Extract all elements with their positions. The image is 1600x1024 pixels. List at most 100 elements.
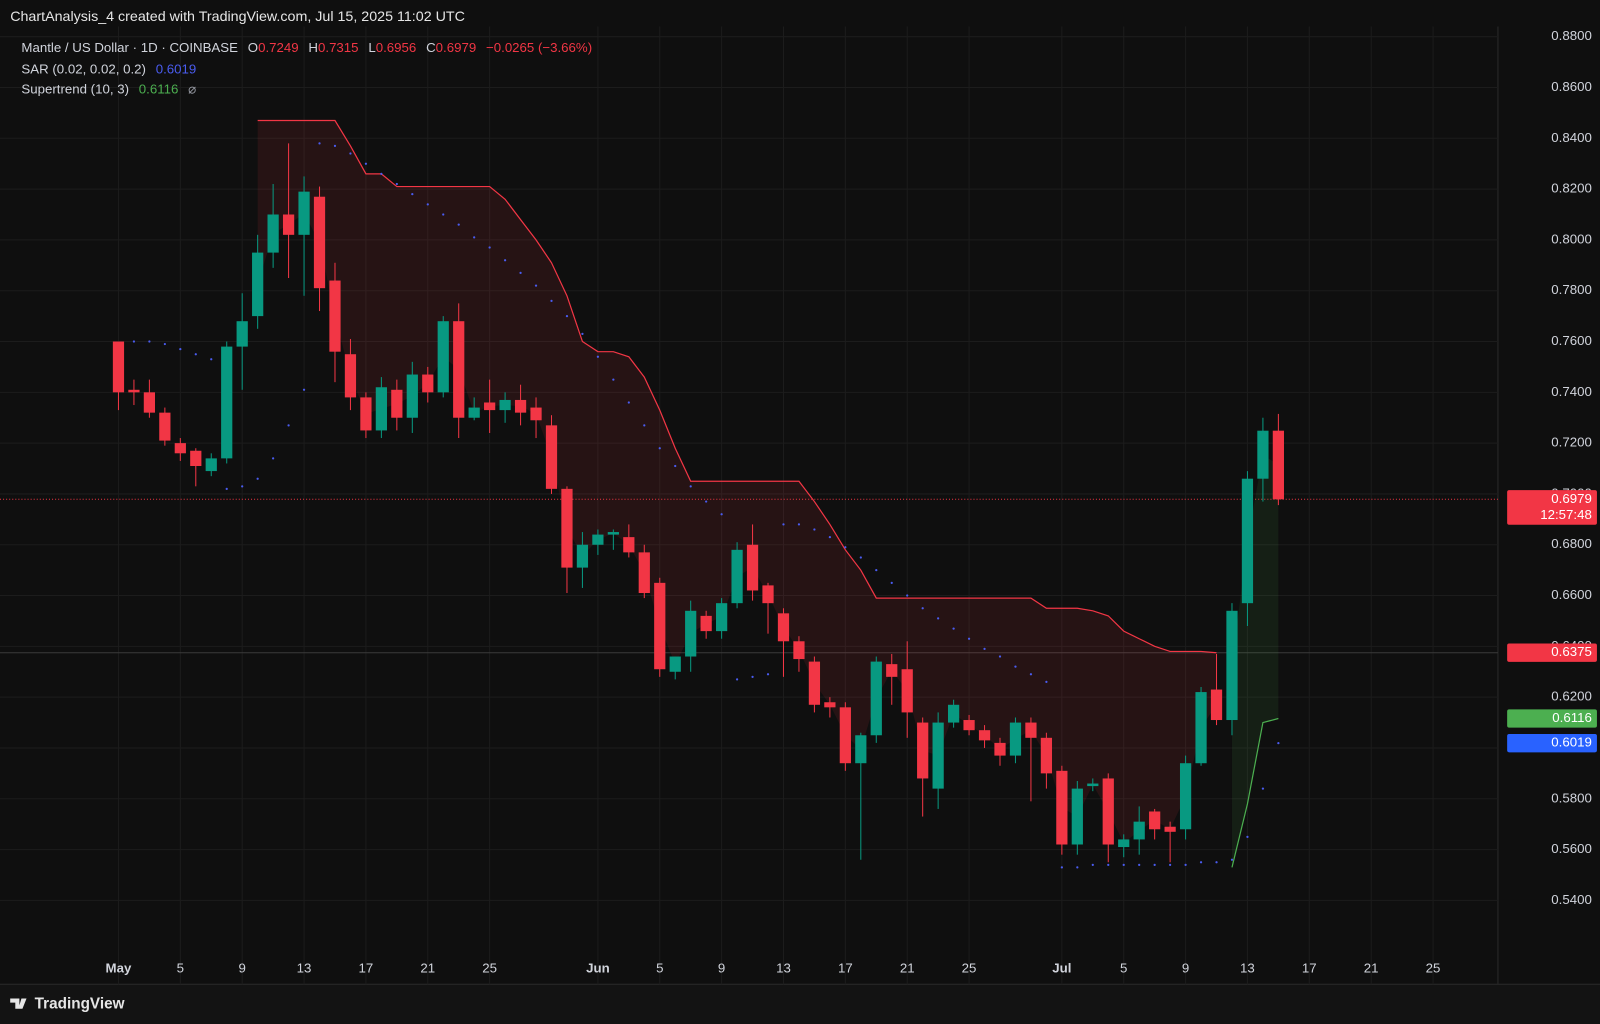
sar-dot [132,340,136,343]
candle-body [1071,788,1083,845]
candle-body [190,450,202,466]
price-label: 0.6979 [1551,491,1592,506]
candle-body [1164,826,1176,832]
candle-body [406,374,418,418]
logo [10,998,27,1009]
ohlc-label: C [426,39,436,54]
sar-dot [921,607,924,610]
x-tick-label: 21 [900,960,915,975]
ohlc-label: H [308,39,318,54]
sar-dot [1277,742,1280,745]
candle-body [886,664,898,677]
sar-dot [241,485,244,488]
candle-body [824,702,836,708]
sar-dot [1045,680,1048,684]
x-tick-label: 25 [1426,960,1441,975]
footer-bar [0,984,1600,1024]
candle-body [1087,783,1099,787]
sar-dot [674,464,677,468]
brand: TradingView [35,996,125,1013]
sar-dot [1076,866,1079,869]
candle-body [1257,430,1269,479]
y-tick-label: 0.8400 [1551,130,1592,145]
candle-body [1118,839,1130,848]
candle-body [870,661,882,736]
candle-body [143,392,156,413]
y-tick-label: 0.7400 [1551,384,1592,399]
y-tick-label: 0.8600 [1551,79,1592,94]
candle-body [839,707,851,764]
sar-dot [565,314,569,318]
sar-dot [349,152,352,155]
candle-body [576,544,589,568]
y-tick-label: 0.8000 [1551,231,1592,246]
sar-dot [735,678,739,681]
candle-body [716,603,728,632]
candle-body [375,387,387,431]
price-label-box [1507,733,1597,753]
candle-body [391,389,403,418]
price-label-box [1507,709,1597,728]
candle-body [236,321,248,347]
sar-dot [643,424,646,427]
candle-body [1149,811,1161,830]
candle-body [453,321,465,418]
candle-body [329,280,341,352]
candle-body [1226,610,1238,721]
sar-dot [179,348,182,351]
x-tick-label: 17 [838,960,853,975]
sar-dot [906,594,909,597]
candle-body [762,585,774,604]
price-label-box [1507,490,1597,525]
x-tick-label: Jul [1052,960,1071,975]
sar-dot [380,172,383,175]
x-tick-label: 21 [1364,960,1379,975]
sar-dot [364,162,368,165]
y-tick-label: 0.7200 [1551,435,1592,450]
chart-title: ChartAnalysis_4 created with TradingView… [10,9,465,25]
candle-body [963,720,975,731]
ohlc-value: 0.6979 [436,39,477,54]
sar-dot [627,401,630,404]
candle-body [545,425,558,489]
sar-dot [1168,863,1172,866]
sar-dot [210,358,213,361]
candle-body [1056,770,1068,845]
supertrend-line [257,119,1217,654]
sar-dot [1014,665,1017,668]
sar-dot [952,627,955,630]
indicator-value: 0.6116 [139,81,179,96]
candle-body [298,191,310,235]
symbol: Mantle / US Dollar · 1D · COINBASE [21,39,238,54]
sar-dot [998,655,1002,658]
candle-body [947,704,960,723]
candle-body [669,656,681,672]
sar-dot [828,536,832,539]
sar-dot [1091,863,1094,866]
sar-dot [844,546,847,549]
ohlc-value: 0.6956 [376,39,417,54]
sar-dot [1107,863,1110,866]
price-label: 0.6116 [1552,710,1592,725]
sar-dot [1230,858,1234,861]
x-tick-label: May [106,960,132,975]
candle-body [932,722,944,789]
sar-dot [318,142,321,145]
y-tick-label: 0.5800 [1551,790,1592,805]
y-tick-label: 0.5400 [1551,892,1592,907]
x-tick-label: 25 [962,960,977,975]
candle-body [793,641,805,660]
x-tick-label: 17 [1302,960,1317,975]
candle-body [638,552,650,594]
x-tick-label: 13 [297,960,312,975]
sar-dot [937,617,940,620]
x-tick-label: 17 [359,960,374,975]
x-tick-label: 25 [482,960,497,975]
sar-dot [473,236,476,239]
sar-dot [596,355,600,358]
sar-dot [1153,863,1156,866]
sar-dot [813,528,816,531]
